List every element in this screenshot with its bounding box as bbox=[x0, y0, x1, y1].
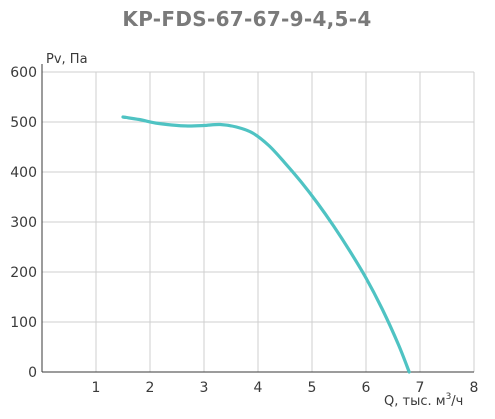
y-tick-label-500: 500 bbox=[10, 115, 37, 131]
x-tick-label-1: 1 bbox=[92, 380, 101, 396]
x-tick-label-2: 2 bbox=[146, 380, 155, 396]
x-axis-label-main: Q, тыс. м bbox=[384, 394, 446, 409]
x-axis-label-sup: 3 bbox=[446, 392, 452, 402]
y-tick-label-300: 300 bbox=[10, 215, 37, 231]
grid bbox=[42, 71, 475, 372]
series-line-0 bbox=[121, 115, 411, 374]
x-tick-label-3: 3 bbox=[200, 380, 209, 396]
series bbox=[121, 115, 411, 374]
x-tick-label-8: 8 bbox=[470, 380, 479, 396]
x-axis-label: Q, тыс. м3/ч bbox=[384, 392, 463, 409]
tick-labels: 0 100 200 300 400 500 600 1 2 3 4 5 6 7 8 bbox=[10, 65, 478, 396]
y-tick-label-200: 200 bbox=[10, 265, 37, 281]
x-tick-label-5: 5 bbox=[308, 380, 317, 396]
x-tick-label-6: 6 bbox=[362, 380, 371, 396]
y-tick-label-400: 400 bbox=[10, 165, 37, 181]
y-tick-label-600: 600 bbox=[10, 65, 37, 81]
y-axis-label: Pv, Па bbox=[46, 52, 88, 67]
chart-title: KP-FDS-67-67-9-4,5-4 bbox=[122, 7, 371, 31]
y-tick-label-100: 100 bbox=[10, 315, 37, 331]
x-tick-label-4: 4 bbox=[254, 380, 263, 396]
y-tick-label-0: 0 bbox=[28, 365, 37, 381]
x-tick-label-7: 7 bbox=[416, 380, 425, 396]
x-axis-label-tail: /ч bbox=[451, 394, 463, 409]
axes bbox=[41, 64, 474, 373]
